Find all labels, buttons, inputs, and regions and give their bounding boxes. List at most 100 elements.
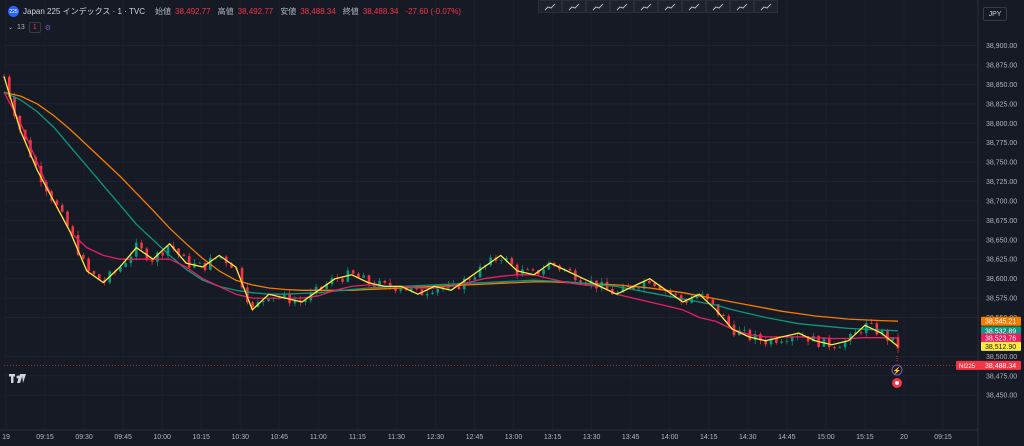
price-tick-label: 38,600.00	[986, 276, 1017, 283]
chart-line-icon[interactable]	[682, 0, 706, 13]
candle-body	[542, 269, 545, 275]
candle-body	[404, 289, 408, 291]
ma-line	[3, 91, 899, 340]
price-label: 38,532.89	[985, 328, 1016, 335]
chart-line-icon[interactable]	[610, 0, 634, 13]
last-price-bg	[956, 360, 1021, 370]
candle-body	[637, 288, 641, 290]
candle-body	[743, 329, 746, 331]
time-tick-label: 10:00	[153, 434, 171, 441]
candle-body	[134, 242, 138, 257]
candle-body	[552, 262, 556, 266]
candle-body	[843, 340, 847, 348]
candle-body	[267, 299, 270, 302]
candle-body	[632, 286, 635, 290]
currency-selector[interactable]: JPY	[983, 7, 1007, 21]
candle-body	[119, 266, 122, 272]
candle-body	[658, 286, 662, 291]
candle-body	[97, 274, 101, 281]
ma-line	[3, 91, 899, 322]
symbol-badge: 225	[8, 6, 19, 17]
time-tick-label: 11:30	[388, 434, 405, 441]
candle-body	[161, 252, 164, 256]
candle-body	[510, 258, 514, 265]
indicator-row: ⌄ 13 1 ⚙	[8, 22, 51, 33]
indicator-count[interactable]: 13	[17, 24, 25, 31]
price-tick-label: 38,750.00	[986, 160, 1017, 167]
candle-body	[711, 299, 715, 305]
chart-line-icon[interactable]	[730, 0, 754, 13]
last-price-value: 38,488.34	[985, 363, 1016, 370]
price-tick-label: 38,650.00	[986, 237, 1017, 244]
candle-body	[669, 290, 672, 294]
candle-body	[722, 314, 725, 317]
candle-body	[753, 333, 757, 341]
candle-body	[283, 293, 286, 298]
chart-line-icon[interactable]	[586, 0, 610, 13]
candle-body	[531, 269, 535, 271]
candle-body	[124, 263, 127, 267]
symbol-title[interactable]: Japan 225 インデックス · 1 · TVC	[23, 7, 146, 16]
chevron-down-icon[interactable]: ⌄	[8, 25, 14, 31]
price-tick-label: 38,775.00	[986, 140, 1017, 147]
candle-body	[166, 245, 170, 256]
candle-body	[833, 347, 836, 349]
candle-body	[621, 286, 625, 293]
time-tick-label: 11:15	[349, 434, 366, 441]
candle-body	[505, 258, 508, 260]
candle-body	[34, 157, 38, 166]
chart-line-icon[interactable]	[658, 0, 682, 13]
candle-body	[886, 330, 889, 341]
candle-body	[182, 254, 186, 257]
candle-body	[198, 262, 202, 264]
candle-body	[293, 300, 297, 304]
chart-line-icon[interactable]	[634, 0, 658, 13]
candle-body	[499, 259, 503, 261]
candle-body	[92, 271, 96, 275]
candle-body	[150, 260, 154, 262]
candle-body	[230, 263, 233, 268]
candle-body	[759, 333, 762, 341]
candle-body	[838, 347, 842, 349]
candle-body	[468, 278, 471, 280]
time-tick-label: 10:30	[231, 434, 249, 441]
candle-body	[55, 200, 59, 206]
ma-line	[3, 91, 899, 332]
candle-body	[700, 293, 704, 296]
candle-body	[674, 293, 678, 296]
price-label-bg	[981, 316, 1021, 326]
candle-body	[568, 269, 572, 271]
candle-body	[76, 235, 80, 256]
settings-icon[interactable]: ⚙	[44, 24, 52, 32]
time-tick-label: 09:45	[114, 434, 132, 441]
candle-body	[431, 292, 434, 294]
candle-body	[685, 301, 688, 303]
time-tick-label: 09:15	[934, 434, 952, 441]
candle-body	[695, 295, 699, 299]
candle-body	[785, 341, 789, 343]
lightning-glyph-icon: ⚡	[893, 366, 902, 375]
indicator-flag[interactable]: 1	[28, 22, 41, 33]
price-label: 38,523.76	[985, 335, 1016, 342]
price-tick-label: 38,500.00	[986, 354, 1017, 361]
chart-line-icon[interactable]	[562, 0, 586, 13]
candle-body	[415, 288, 418, 290]
candle-body	[399, 289, 403, 291]
candle-body	[727, 316, 731, 325]
candle-body	[203, 262, 207, 270]
time-tick-label: 15:00	[817, 434, 835, 441]
time-tick-label: 14:15	[700, 434, 718, 441]
time-tick-label: 10:15	[192, 434, 210, 441]
price-tick-label: 38,700.00	[986, 198, 1017, 205]
chart-line-icon[interactable]	[706, 0, 730, 13]
candle-body	[39, 165, 43, 183]
chart-line-icon[interactable]	[538, 0, 562, 13]
high-value: 38,492.77	[237, 7, 274, 16]
ma-line	[3, 76, 899, 347]
candle-body	[457, 283, 461, 290]
chart-line-icon[interactable]	[754, 0, 778, 13]
candle-body	[29, 140, 32, 158]
price-tick-label: 38,625.00	[986, 257, 1017, 264]
candle-body	[642, 280, 646, 289]
